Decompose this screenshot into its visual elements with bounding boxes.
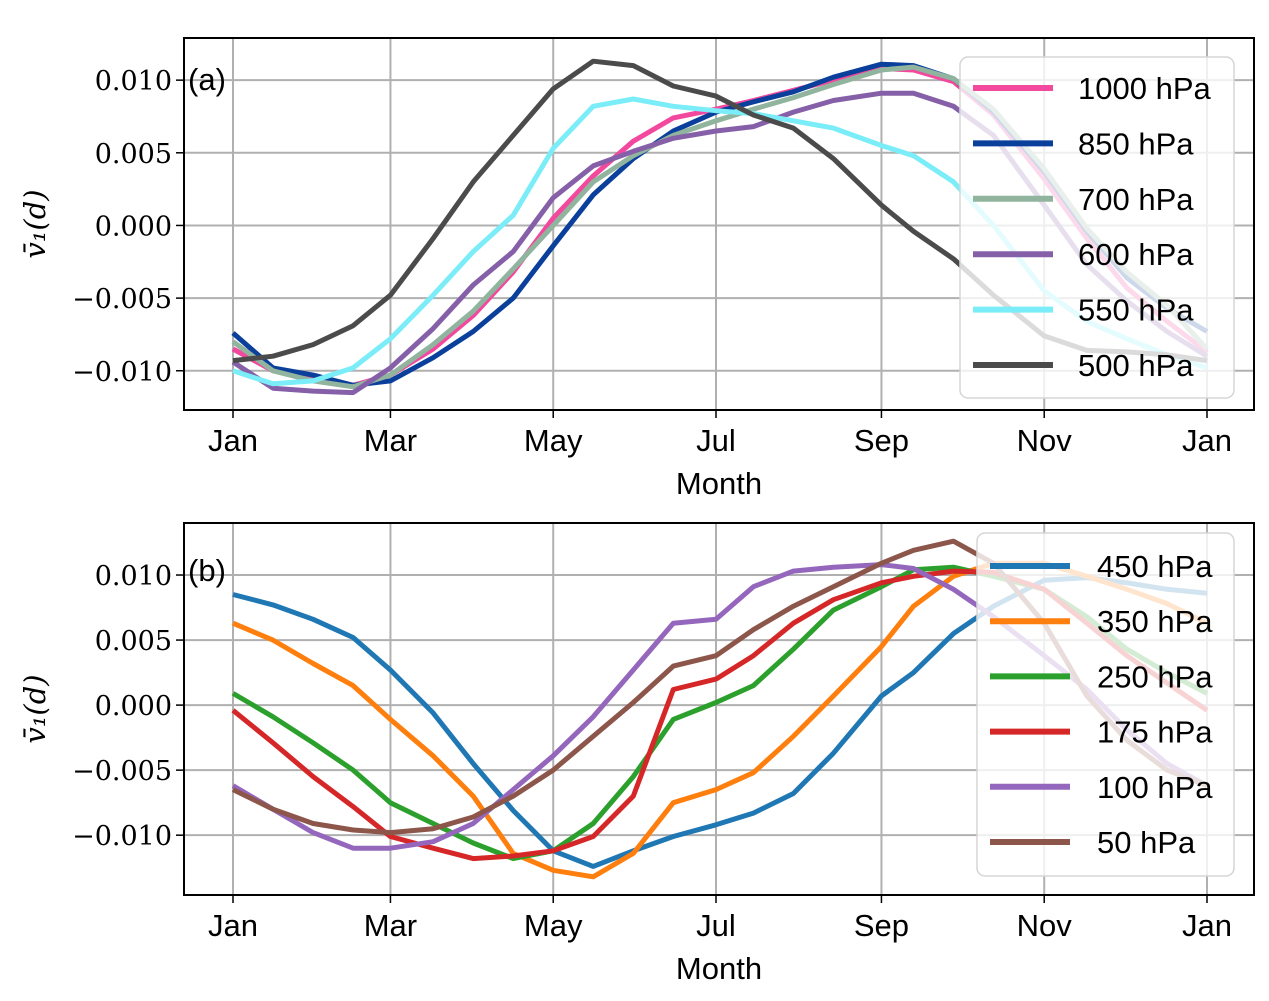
legend-label: 250 hPa — [1097, 659, 1213, 694]
y-tick-label: −0.005 — [72, 284, 172, 315]
y-tick-label: −0.010 — [72, 821, 172, 852]
plot-frame — [183, 37, 1255, 411]
x-tick-label: Jul — [696, 423, 736, 458]
panel-label: (b) — [188, 553, 226, 588]
legend-label: 100 hPa — [1097, 770, 1213, 805]
x-tick-label: Jan — [208, 423, 258, 458]
x-tick-label: Jul — [696, 908, 736, 943]
x-tick-label: May — [524, 423, 583, 458]
legend-label: 600 hPa — [1078, 237, 1194, 272]
y-tick-label: −0.005 — [72, 756, 172, 787]
legend: 450 hPa 350 hPa 250 hPa 175 hPa 100 hPa 50 hP… — [976, 532, 1235, 877]
y-tick-label: 0.000 — [95, 691, 172, 722]
legend-label: 450 hPa — [1097, 549, 1213, 584]
y-tick-label: 0.010 — [95, 561, 172, 592]
legend-label: 175 hPa — [1097, 715, 1213, 750]
y-tick-label: 0.005 — [95, 626, 172, 657]
x-tick-label: Jan — [1182, 908, 1232, 943]
panel-a: Jan Mar May Jul Sep Nov Jan 0.010 0.005 0.000 −0.0… — [18, 37, 1255, 501]
legend-label: 1000 hPa — [1078, 71, 1211, 106]
legend-label: 50 hPa — [1097, 825, 1196, 860]
legend-label: 700 hPa — [1078, 182, 1194, 217]
legend: 1000 hPa 850 hPa 700 hPa 600 hPa 550 hPa 500 … — [959, 56, 1235, 399]
x-tick-label: Sep — [854, 908, 909, 943]
legend-label: 850 hPa — [1078, 126, 1194, 161]
x-tick-label: Jan — [1182, 423, 1232, 458]
y-axis-label: v̄₁(d) — [18, 674, 52, 743]
x-tick-label: Nov — [1017, 423, 1073, 458]
x-tick-label: Sep — [854, 423, 909, 458]
x-tick-label: Mar — [364, 423, 417, 458]
legend-label: 500 hPa — [1078, 348, 1194, 383]
x-axis-label: Month — [676, 951, 762, 986]
x-tick-label: May — [524, 908, 583, 943]
legend-box — [959, 56, 1235, 399]
plot-frame — [183, 522, 1255, 896]
panel-label: (a) — [188, 62, 226, 97]
y-tick-label: 0.005 — [95, 139, 172, 170]
y-tick-label: 0.000 — [95, 211, 172, 242]
x-tick-label: Jan — [208, 908, 258, 943]
x-axis-label: Month — [676, 466, 762, 501]
x-tick-label: Nov — [1017, 908, 1073, 943]
panel-b: Jan Mar May Jul Sep Nov Jan 0.010 0.005 0.000 −0.0… — [18, 522, 1255, 986]
y-axis-label: v̄₁(d) — [18, 189, 52, 258]
legend-label: 550 hPa — [1078, 293, 1194, 328]
y-tick-label: −0.010 — [72, 357, 172, 388]
x-tick-label: Mar — [364, 908, 417, 943]
y-tick-label: 0.010 — [95, 66, 172, 97]
legend-label: 350 hPa — [1097, 604, 1213, 639]
